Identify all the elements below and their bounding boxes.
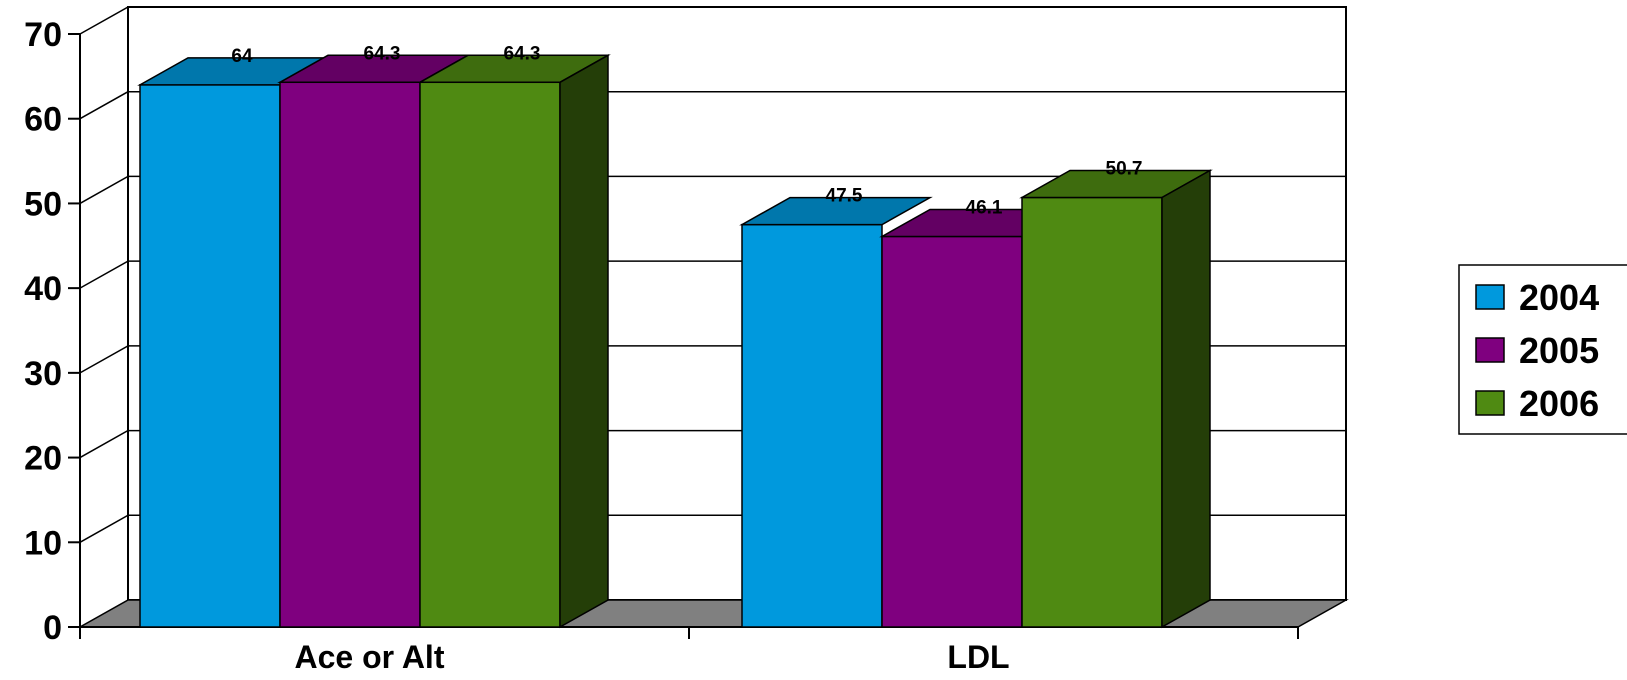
legend-label-2004: 2004 [1519,277,1599,318]
legend-swatch-2006 [1475,390,1505,416]
gridline-side [79,260,129,289]
bar-top-2004 [739,196,933,226]
legend-swatch-2004 [1475,284,1505,310]
y-tick-label: 20 [24,440,62,478]
y-tick-label: 40 [24,270,62,308]
bars [137,54,1213,629]
data-labels: 64 64.3 64.3 47.5 46.1 50.7 [231,43,1142,218]
x-category-label: LDL [947,639,1009,675]
bar-2006-ace-or-alt [419,81,561,628]
y-tick-label: 30 [24,355,62,393]
y-tick-label: 10 [24,524,62,562]
gridline-side [79,429,129,459]
y-tick-label: 50 [24,185,62,223]
gridline-side [79,514,129,543]
gridline-side [79,6,129,35]
bar-2004-ldl [741,223,883,628]
data-label-2004: 47.5 [826,186,863,207]
bar-2005-ace-or-alt [279,81,421,628]
y-axis-ticks: 0 10 20 30 40 50 60 70 [24,16,62,647]
gridline-side [79,345,129,374]
data-label-2006: 50.7 [1106,158,1143,179]
data-label-2005: 64.3 [364,43,401,64]
x-axis-labels: Ace or Alt LDL [295,639,1010,675]
legend-label-2005: 2005 [1519,330,1599,371]
bar-2004-ace-or-alt [139,84,281,628]
bar-side-2006 [559,54,609,629]
legend-label-2006: 2006 [1519,383,1599,424]
bar-2005-ldl [881,235,1023,628]
x-category-label: Ace or Alt [295,639,445,675]
legend: 2004 2005 2006 [1458,264,1627,435]
gridline-side [79,91,129,120]
data-label-2005: 46.1 [966,197,1003,218]
y-tick-label: 60 [24,101,62,139]
bar-side-2006 [1161,169,1211,629]
y-tick-label: 70 [24,16,62,54]
bar-2006-ldl [1021,196,1163,628]
data-label-2006: 64.3 [504,43,541,64]
legend-swatch-2005 [1475,337,1505,363]
y-tick-label: 0 [43,609,62,647]
data-label-2004: 64 [231,46,253,67]
gridline-side [79,175,129,205]
